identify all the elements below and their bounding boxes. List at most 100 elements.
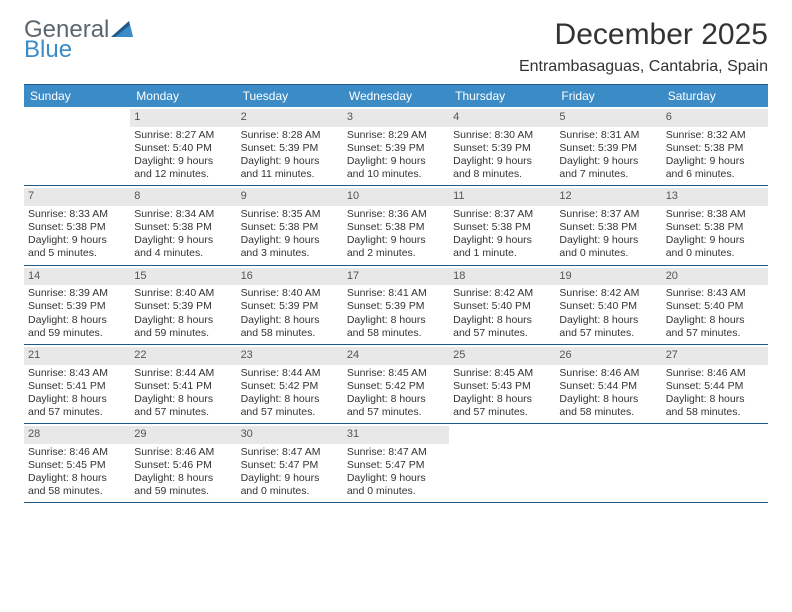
daylight-text: and 57 minutes. [453,406,551,419]
daylight-text: Daylight: 9 hours [453,155,551,168]
dow-wednesday: Wednesday [343,85,449,107]
logo-text-bottom: Blue [24,38,72,62]
sunrise-text: Sunrise: 8:36 AM [347,208,445,221]
daylight-text: and 5 minutes. [28,247,126,260]
sunset-text: Sunset: 5:39 PM [559,142,657,155]
daylight-text: and 1 minute. [453,247,551,260]
daylight-text: and 59 minutes. [28,327,126,340]
daylight-text: Daylight: 8 hours [134,314,232,327]
sunset-text: Sunset: 5:40 PM [559,300,657,313]
daylight-text: and 57 minutes. [347,406,445,419]
daylight-text: and 8 minutes. [453,168,551,181]
sunset-text: Sunset: 5:46 PM [134,459,232,472]
day-cell: 13Sunrise: 8:38 AMSunset: 5:38 PMDayligh… [662,186,768,264]
daylight-text: and 0 minutes. [241,485,339,498]
location-text: Entrambasaguas, Cantabria, Spain [519,58,768,76]
daylight-text: Daylight: 9 hours [666,155,764,168]
sunrise-text: Sunrise: 8:39 AM [28,287,126,300]
day-number: 30 [237,426,343,444]
sunrise-text: Sunrise: 8:30 AM [453,129,551,142]
sunset-text: Sunset: 5:41 PM [134,380,232,393]
day-cell: 5Sunrise: 8:31 AMSunset: 5:39 PMDaylight… [555,107,661,185]
daylight-text: Daylight: 8 hours [666,393,764,406]
day-number: 31 [343,426,449,444]
daylight-text: and 12 minutes. [134,168,232,181]
daylight-text: and 11 minutes. [241,168,339,181]
daylight-text: and 57 minutes. [28,406,126,419]
daylight-text: Daylight: 8 hours [347,314,445,327]
daylight-text: and 3 minutes. [241,247,339,260]
day-number: 18 [449,268,555,286]
daylight-text: Daylight: 9 hours [347,155,445,168]
day-number: 21 [24,347,130,365]
daylight-text: Daylight: 8 hours [134,472,232,485]
daylight-text: and 58 minutes. [559,406,657,419]
day-number: 7 [24,188,130,206]
day-number: 16 [237,268,343,286]
dow-sunday: Sunday [24,85,130,107]
sunset-text: Sunset: 5:42 PM [241,380,339,393]
day-cell: 20Sunrise: 8:43 AMSunset: 5:40 PMDayligh… [662,266,768,344]
daylight-text: and 6 minutes. [666,168,764,181]
day-number: 27 [662,347,768,365]
daylight-text: and 4 minutes. [134,247,232,260]
sunrise-text: Sunrise: 8:33 AM [28,208,126,221]
day-number: 15 [130,268,236,286]
sunrise-text: Sunrise: 8:46 AM [134,446,232,459]
day-cell: 26Sunrise: 8:46 AMSunset: 5:44 PMDayligh… [555,345,661,423]
day-cell: 27Sunrise: 8:46 AMSunset: 5:44 PMDayligh… [662,345,768,423]
day-cell: 19Sunrise: 8:42 AMSunset: 5:40 PMDayligh… [555,266,661,344]
sunrise-text: Sunrise: 8:29 AM [347,129,445,142]
day-cell: 23Sunrise: 8:44 AMSunset: 5:42 PMDayligh… [237,345,343,423]
daylight-text: and 59 minutes. [134,327,232,340]
sunrise-text: Sunrise: 8:42 AM [453,287,551,300]
header: General Blue December 2025 Entrambasagua… [24,18,768,76]
daylight-text: Daylight: 8 hours [347,393,445,406]
day-cell: 10Sunrise: 8:36 AMSunset: 5:38 PMDayligh… [343,186,449,264]
day-cell: 1Sunrise: 8:27 AMSunset: 5:40 PMDaylight… [130,107,236,185]
daylight-text: and 57 minutes. [666,327,764,340]
day-cell: 2Sunrise: 8:28 AMSunset: 5:39 PMDaylight… [237,107,343,185]
sunrise-text: Sunrise: 8:46 AM [28,446,126,459]
day-number: 6 [662,109,768,127]
sunset-text: Sunset: 5:38 PM [347,221,445,234]
day-cell: 15Sunrise: 8:40 AMSunset: 5:39 PMDayligh… [130,266,236,344]
sunrise-text: Sunrise: 8:32 AM [666,129,764,142]
dow-monday: Monday [130,85,236,107]
week-row: 21Sunrise: 8:43 AMSunset: 5:41 PMDayligh… [24,345,768,424]
dow-saturday: Saturday [662,85,768,107]
sunrise-text: Sunrise: 8:40 AM [241,287,339,300]
sunset-text: Sunset: 5:38 PM [134,221,232,234]
day-number: 26 [555,347,661,365]
day-cell: 24Sunrise: 8:45 AMSunset: 5:42 PMDayligh… [343,345,449,423]
day-cell: 31Sunrise: 8:47 AMSunset: 5:47 PMDayligh… [343,424,449,502]
sunset-text: Sunset: 5:41 PM [28,380,126,393]
day-number: 28 [24,426,130,444]
sunset-text: Sunset: 5:39 PM [347,142,445,155]
sunrise-text: Sunrise: 8:40 AM [134,287,232,300]
week-row: 28Sunrise: 8:46 AMSunset: 5:45 PMDayligh… [24,424,768,503]
sunset-text: Sunset: 5:38 PM [28,221,126,234]
day-cell: 25Sunrise: 8:45 AMSunset: 5:43 PMDayligh… [449,345,555,423]
sunrise-text: Sunrise: 8:28 AM [241,129,339,142]
day-cell [662,424,768,502]
daylight-text: and 7 minutes. [559,168,657,181]
day-number: 1 [130,109,236,127]
daylight-text: and 0 minutes. [666,247,764,260]
daylight-text: Daylight: 9 hours [241,155,339,168]
daylight-text: and 57 minutes. [559,327,657,340]
sunrise-text: Sunrise: 8:45 AM [453,367,551,380]
daylight-text: and 57 minutes. [453,327,551,340]
day-cell: 16Sunrise: 8:40 AMSunset: 5:39 PMDayligh… [237,266,343,344]
daylight-text: Daylight: 8 hours [241,393,339,406]
title-block: December 2025 Entrambasaguas, Cantabria,… [519,18,768,76]
sunrise-text: Sunrise: 8:44 AM [134,367,232,380]
sunset-text: Sunset: 5:39 PM [347,300,445,313]
day-number: 5 [555,109,661,127]
daylight-text: Daylight: 9 hours [347,472,445,485]
day-cell [449,424,555,502]
day-cell: 11Sunrise: 8:37 AMSunset: 5:38 PMDayligh… [449,186,555,264]
dow-friday: Friday [555,85,661,107]
day-number: 14 [24,268,130,286]
daylight-text: Daylight: 9 hours [559,155,657,168]
